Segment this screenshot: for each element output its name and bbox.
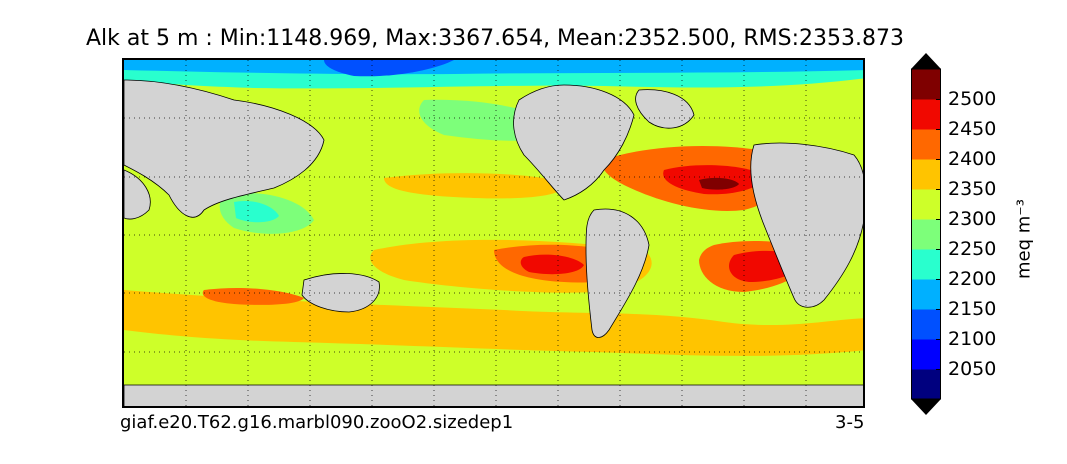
colorbar-tick-label: 2500	[948, 88, 997, 110]
north-atlantic-2500	[699, 177, 739, 190]
arctic-2100	[324, 60, 454, 77]
colorbar-bin	[911, 69, 941, 100]
colorbar-tick-label: 2100	[948, 328, 997, 350]
land-masses	[124, 79, 863, 406]
south-pacific-2450	[520, 254, 584, 275]
plot-title: Alk at 5 m : Min:1148.969, Max:3367.654,…	[85, 26, 904, 51]
colorbar-bin	[911, 279, 941, 310]
season-caption: 3-5	[835, 412, 865, 433]
colorbar-tick-mark	[936, 129, 941, 130]
africa-land	[750, 142, 863, 308]
colorbar-tick-label: 2250	[948, 238, 997, 260]
ocean-field-map	[124, 60, 863, 406]
colorbar-tick-mark	[936, 189, 941, 190]
colorbar-bin	[911, 219, 941, 250]
colorbar-tick-mark	[936, 339, 941, 340]
greenland-land	[635, 89, 695, 129]
colorbar-tick-label: 2400	[948, 148, 997, 170]
colorbar-tick-mark	[936, 249, 941, 250]
colorbar-tick-mark	[936, 219, 941, 220]
colorbar-bin	[911, 369, 941, 400]
colorbar-units-label: meq m⁻³	[1013, 198, 1035, 280]
colorbar-tick-label: 2300	[948, 208, 997, 230]
north-america-land	[513, 84, 635, 201]
colorbar-bin	[911, 159, 941, 190]
colorbar-tick-label: 2450	[948, 118, 997, 140]
colorbar-max-arrow	[911, 53, 941, 69]
arabia-land	[124, 169, 151, 220]
map-panel	[122, 58, 865, 408]
run-name-caption: giaf.e20.T62.g16.marbl090.zooO2.sizedep1	[120, 412, 514, 433]
australia-land	[301, 273, 380, 313]
colorbar-tick-label: 2350	[948, 178, 997, 200]
map-gridlines	[124, 60, 863, 406]
colorbar-tick-mark	[936, 369, 941, 370]
colorbar-bin	[911, 249, 941, 280]
maritime-continent-2200	[234, 200, 279, 223]
colorbar-bin	[911, 189, 941, 220]
north-pacific-2350	[384, 173, 565, 199]
colorbar-bin	[911, 99, 941, 130]
antarctica-land	[124, 384, 863, 406]
colorbar-frame	[911, 68, 941, 400]
colorbar-tick-mark	[936, 309, 941, 310]
colorbar-bin	[911, 309, 941, 340]
colorbar-tick-mark	[936, 159, 941, 160]
south-america-land	[585, 208, 650, 338]
colorbar-min-arrow	[911, 399, 941, 415]
arctic-2150	[124, 60, 863, 75]
colorbar-tick-label: 2200	[948, 268, 997, 290]
colorbar-tick-label: 2150	[948, 298, 997, 320]
colorbar-tick-mark	[936, 279, 941, 280]
eurasia-land	[124, 79, 325, 218]
colorbar-bin	[911, 129, 941, 160]
southern-band-2350	[124, 290, 863, 356]
south-indian-2400	[202, 287, 304, 305]
colorbar-tick-label: 2050	[948, 358, 997, 380]
colorbar-bin	[911, 339, 941, 370]
colorbar	[911, 53, 941, 415]
colorbar-tick-mark	[936, 99, 941, 100]
